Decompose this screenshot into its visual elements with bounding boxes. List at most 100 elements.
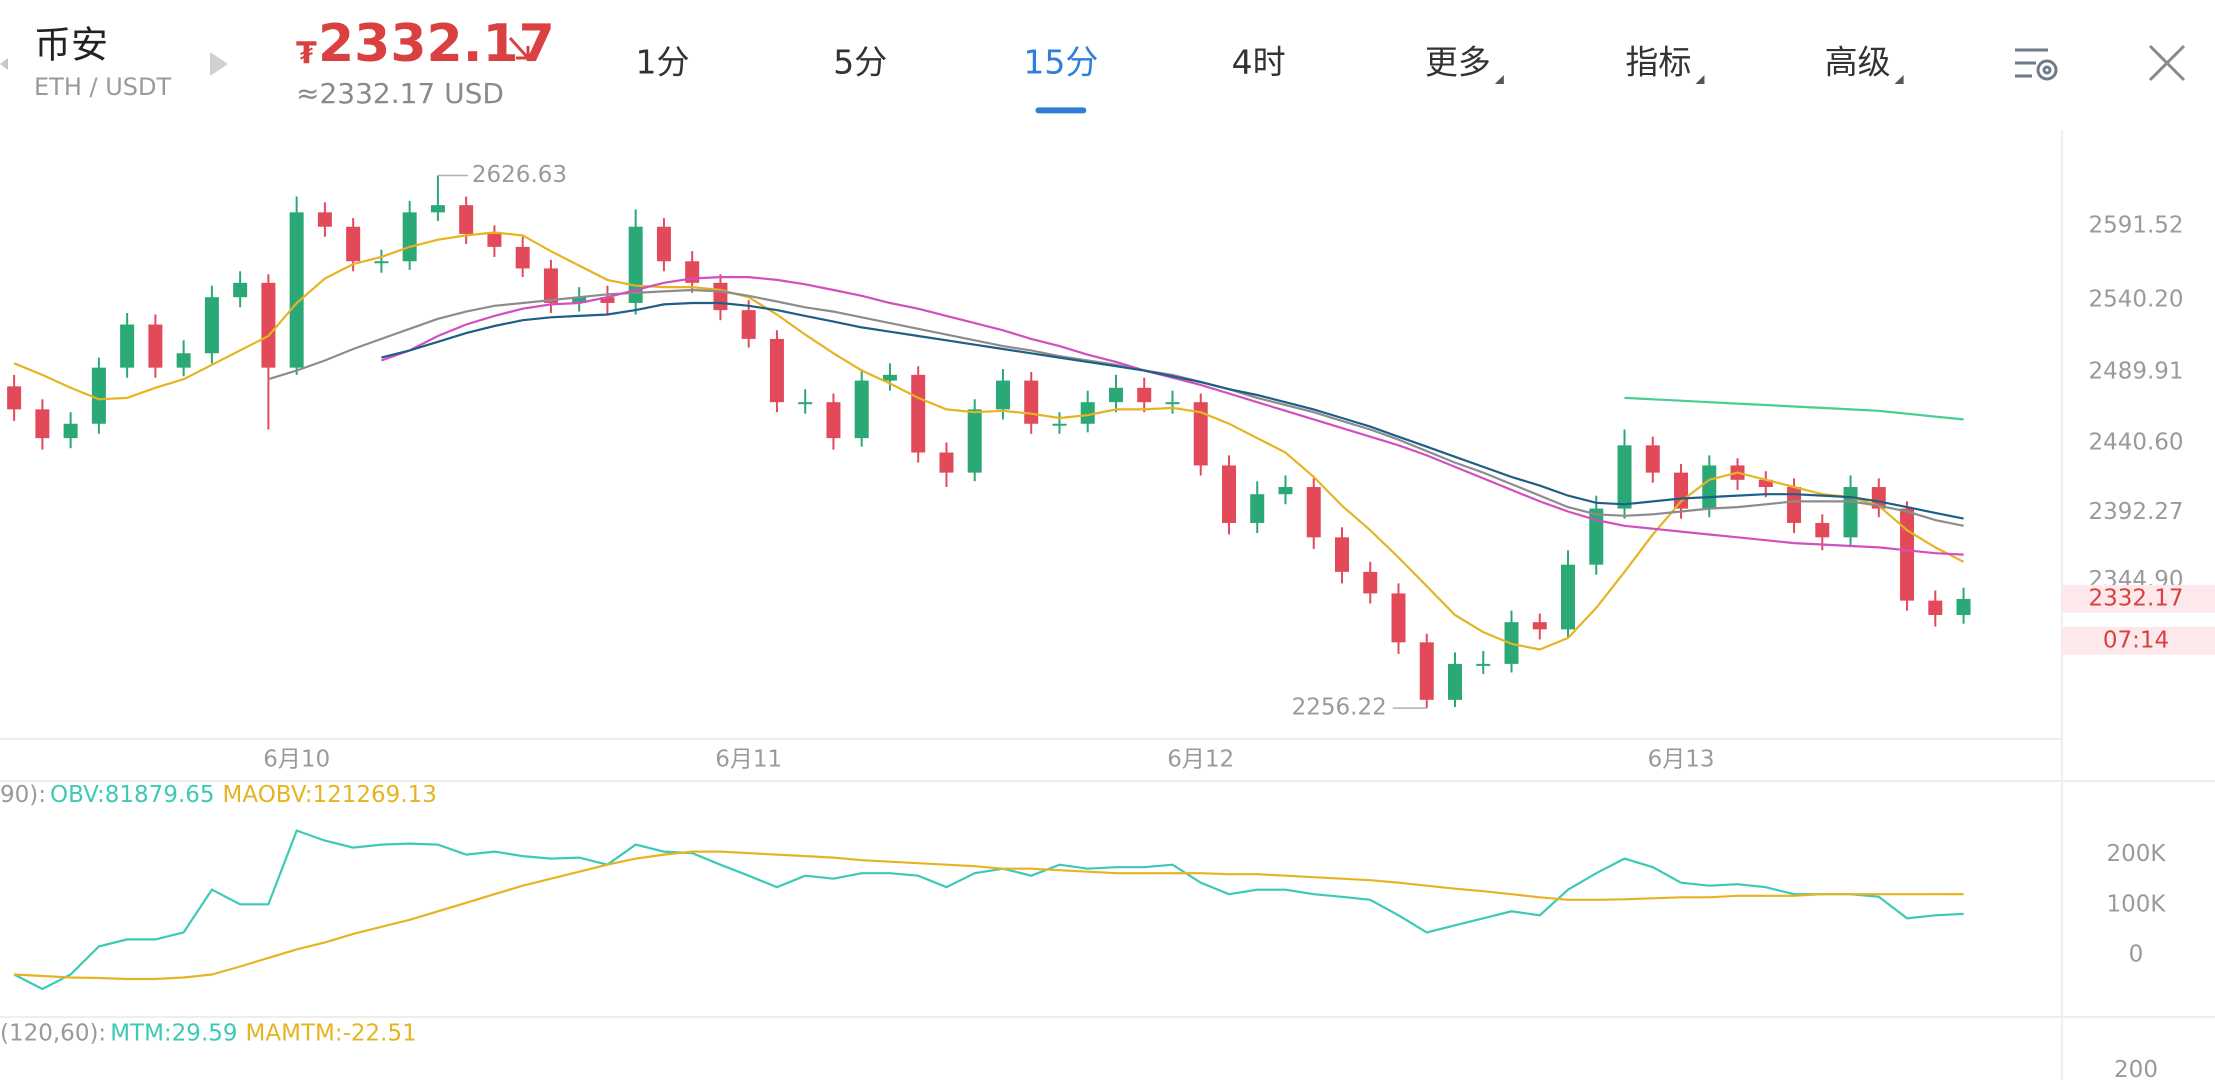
candle-body xyxy=(1956,598,1971,615)
candle-body xyxy=(967,409,982,473)
candle-body xyxy=(1561,564,1576,630)
trend-arrow xyxy=(508,36,530,62)
candle-body xyxy=(1278,487,1293,495)
candle-body xyxy=(995,380,1010,410)
last-price: 2332.17 xyxy=(318,14,555,74)
candle-body xyxy=(261,282,276,368)
candle-body xyxy=(1589,508,1604,565)
candle-body xyxy=(1250,494,1265,523)
usd-price: ≈2332.17 USD xyxy=(296,77,504,110)
candle-body xyxy=(402,212,417,262)
y-tick-label: 2489.91 xyxy=(2088,359,2183,385)
indicator-line xyxy=(14,850,1964,981)
interval-tab[interactable]: 5分 xyxy=(833,43,887,82)
countdown-tag xyxy=(2062,626,2215,655)
candle-body xyxy=(1674,472,1689,509)
candle-body xyxy=(1617,445,1632,509)
candle-body xyxy=(91,367,106,424)
price-tag-label: 2332.17 xyxy=(2088,585,2183,611)
y-tick-label: 2440.60 xyxy=(2088,430,2183,456)
interval-tab[interactable]: 4时 xyxy=(1232,43,1286,82)
candle-body xyxy=(317,212,332,227)
dropdown-marker xyxy=(1894,75,1904,84)
candle-body xyxy=(120,324,135,368)
candle-body xyxy=(656,226,671,262)
candle-body xyxy=(1193,402,1208,466)
candle-body xyxy=(769,338,784,403)
candle-body xyxy=(7,386,22,410)
legend-prefix: 90): xyxy=(0,782,46,808)
candle-body xyxy=(911,374,926,453)
candle-body xyxy=(148,324,163,368)
candle-body xyxy=(289,212,304,368)
candle-body xyxy=(1363,571,1378,594)
candle-body xyxy=(1532,622,1547,630)
legend-entry: MAOBV:121269.13 xyxy=(223,782,437,808)
candle-body xyxy=(1843,487,1858,538)
indicator-line xyxy=(13,231,1965,651)
interval-tab[interactable]: 更多 xyxy=(1425,43,1491,82)
dropdown-marker xyxy=(1494,75,1504,84)
currency-symbol: ₮ xyxy=(296,37,317,72)
price-tag xyxy=(2062,584,2215,613)
candle-body xyxy=(430,205,445,213)
interval-tab[interactable]: 1分 xyxy=(636,43,690,82)
prev-arrow[interactable] xyxy=(0,58,8,70)
candle-body xyxy=(1448,663,1463,700)
candle-body xyxy=(1024,380,1039,424)
interval-tabs: 1分 5分 15分 4时 更多 指标 高级 xyxy=(636,43,1904,114)
x-tick-label: 6月11 xyxy=(715,746,782,772)
indicator-line xyxy=(13,829,1964,991)
candle-body xyxy=(35,409,50,439)
candle-body xyxy=(1419,642,1434,700)
candle-body xyxy=(572,297,587,303)
indicator-line xyxy=(381,301,1964,520)
candle-body xyxy=(798,402,813,405)
pair-name: ETH / USDT xyxy=(34,73,171,101)
candle-body xyxy=(1900,508,1915,601)
candle-body xyxy=(1052,423,1067,426)
min-label: 2256.22 xyxy=(1292,695,1387,721)
candle-body xyxy=(1165,402,1180,405)
legend-entry: MTM:29.59 xyxy=(110,1021,237,1047)
y-tick-label: 2591.52 xyxy=(2088,212,2183,238)
max-label: 2626.63 xyxy=(472,162,567,188)
candle-body xyxy=(1306,487,1321,538)
candle-body xyxy=(826,402,841,439)
close-icon[interactable] xyxy=(2148,44,2186,82)
legend-entry: MAMTM:-22.51 xyxy=(246,1021,417,1047)
settings-icon[interactable] xyxy=(2015,48,2058,81)
candle-body xyxy=(374,261,389,264)
candle-body xyxy=(882,374,897,381)
candle-body xyxy=(1334,537,1349,572)
interval-tab[interactable]: 15分 xyxy=(1023,43,1098,82)
candle-body xyxy=(1080,402,1095,424)
candle-body xyxy=(204,297,219,354)
candle-body xyxy=(1702,465,1717,509)
active-underline xyxy=(1035,107,1087,114)
candle-body xyxy=(233,282,248,298)
interval-tab[interactable]: 高级 xyxy=(1825,43,1891,82)
candle-body xyxy=(713,282,728,311)
candle-body xyxy=(487,233,502,247)
candle-body xyxy=(1645,445,1660,473)
legend-prefix: (120,60): xyxy=(0,1021,106,1047)
y-tick-label: 0 xyxy=(2129,941,2144,967)
x-tick-label: 6月12 xyxy=(1167,746,1234,772)
next-arrow[interactable] xyxy=(210,52,228,76)
candle-body xyxy=(1928,600,1943,615)
indicator-line xyxy=(268,288,1964,527)
candle-body xyxy=(346,226,361,262)
candle-body xyxy=(1137,387,1152,403)
candle-body xyxy=(741,310,756,339)
candle-body xyxy=(1221,465,1236,523)
candle-body xyxy=(543,268,558,303)
candle-body xyxy=(1391,593,1406,643)
indicator-line xyxy=(381,276,1964,556)
indicator-line xyxy=(1624,396,1964,421)
candle-body xyxy=(1758,479,1773,488)
y-tick-label: 200K xyxy=(2107,841,2167,867)
interval-tab[interactable]: 指标 xyxy=(1625,43,1691,82)
